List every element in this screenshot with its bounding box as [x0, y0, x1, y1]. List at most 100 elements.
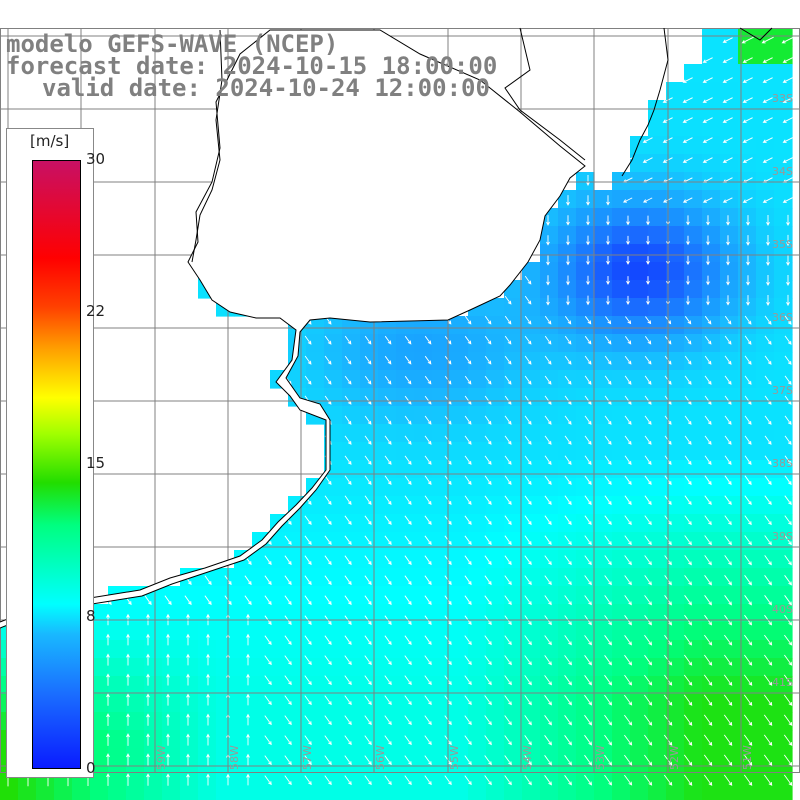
wind-speed-cell — [774, 568, 793, 587]
wind-speed-cell — [270, 568, 289, 587]
wind-speed-cell — [684, 226, 703, 245]
wind-speed-cell — [486, 784, 505, 800]
wind-arrow — [683, 674, 693, 686]
wind-arrow — [344, 635, 352, 646]
wind-speed-cell — [558, 424, 577, 443]
wind-speed-cell — [288, 766, 307, 785]
wind-speed-cell — [720, 298, 739, 317]
wind-arrow — [564, 435, 572, 445]
wind-arrow — [384, 355, 392, 365]
wind-speed-cell — [306, 640, 325, 659]
wind-speed-cell — [648, 370, 667, 389]
wind-speed-cell — [360, 658, 379, 677]
wind-speed-cell — [450, 586, 469, 605]
lagoon-outline — [739, 27, 773, 41]
wind-speed-cell — [702, 262, 721, 281]
wind-speed-cell — [324, 370, 343, 389]
wind-arrow — [644, 475, 652, 485]
wind-speed-cell — [612, 568, 631, 587]
wind-arrow — [484, 775, 492, 786]
wind-speed-cell — [324, 352, 343, 371]
wind-speed-cell — [558, 784, 577, 800]
wind-arrow — [584, 734, 593, 746]
wind-arrow — [566, 275, 570, 286]
wind-speed-cell — [288, 640, 307, 659]
wind-arrow — [784, 475, 792, 486]
wind-speed-cell — [702, 568, 721, 587]
wind-speed-cell — [612, 604, 631, 623]
wind-speed-cell — [630, 388, 649, 407]
wind-speed-cell — [522, 478, 541, 497]
wind-arrow — [344, 595, 352, 606]
wind-arrow — [344, 435, 352, 445]
wind-arrow — [624, 335, 632, 345]
wind-speed-cell — [666, 334, 685, 353]
wind-arrow — [324, 395, 332, 405]
wind-arrow — [564, 635, 572, 646]
wind-arrow — [726, 235, 730, 246]
wind-arrow — [783, 694, 793, 706]
wind-speed-cell — [612, 190, 631, 209]
wind-arrow — [344, 495, 352, 505]
wind-speed-cell — [450, 388, 469, 407]
wind-speed-cell — [774, 442, 793, 461]
wind-speed-cell — [288, 694, 307, 713]
wind-speed-cell — [720, 226, 739, 245]
wind-speed-cell — [594, 226, 613, 245]
wind-arrow — [586, 195, 590, 206]
wind-arrow — [624, 475, 632, 485]
wind-speed-cell — [648, 694, 667, 713]
wind-arrow — [702, 97, 713, 103]
wind-arrow — [784, 515, 792, 526]
wind-speed-cell — [630, 712, 649, 731]
wind-speed-cell — [738, 424, 757, 443]
coastline — [0, 27, 773, 629]
wind-speed-cell — [522, 784, 541, 800]
wind-arrow — [166, 733, 170, 746]
wind-speed-cell — [162, 586, 181, 605]
wind-arrow — [304, 635, 312, 646]
wind-speed-cell — [270, 658, 289, 677]
wind-arrow — [624, 674, 633, 686]
wind-speed-cell — [396, 370, 415, 389]
wind-arrow — [384, 435, 392, 445]
wind-speed-cell — [270, 550, 289, 569]
wind-speed-cell — [630, 748, 649, 767]
wind-arrow — [146, 713, 150, 726]
wind-arrow — [424, 355, 432, 365]
wind-arrow — [424, 375, 432, 385]
wind-arrow — [624, 694, 633, 706]
wind-speed-cell — [756, 586, 775, 605]
wind-arrow — [324, 375, 332, 385]
wind-speed-cell — [450, 640, 469, 659]
wind-speed-cell — [342, 424, 361, 443]
wind-speed-cell — [540, 640, 559, 659]
wind-speed-cell — [558, 658, 577, 677]
latitude-label: 38S — [772, 457, 793, 470]
wind-speed-cell — [702, 370, 721, 389]
wind-speed-cell — [576, 694, 595, 713]
wind-speed-cell — [666, 244, 685, 263]
wind-arrow — [644, 555, 652, 566]
wind-speed-cell — [648, 568, 667, 587]
wind-arrow — [364, 675, 372, 686]
wind-arrow — [564, 395, 572, 405]
wind-speed-cell — [684, 712, 703, 731]
wind-speed-cell — [612, 442, 631, 461]
wind-speed-cell — [126, 694, 145, 713]
wind-arrow — [264, 575, 272, 586]
wind-arrow — [364, 655, 372, 666]
wind-arrow — [484, 735, 492, 746]
wind-arrow — [763, 674, 773, 686]
wind-speed-cell — [576, 370, 595, 389]
wind-speed-cell — [180, 622, 199, 641]
wind-arrow — [704, 495, 712, 506]
wind-arrow — [504, 535, 512, 546]
wind-speed-cell — [630, 586, 649, 605]
wind-speed-cell — [306, 496, 325, 515]
wind-arrow — [264, 715, 272, 726]
wind-speed-cell — [720, 496, 739, 515]
wind-speed-cell — [198, 640, 217, 659]
wind-speed-cell — [198, 676, 217, 695]
wind-speed-cell — [504, 532, 523, 551]
